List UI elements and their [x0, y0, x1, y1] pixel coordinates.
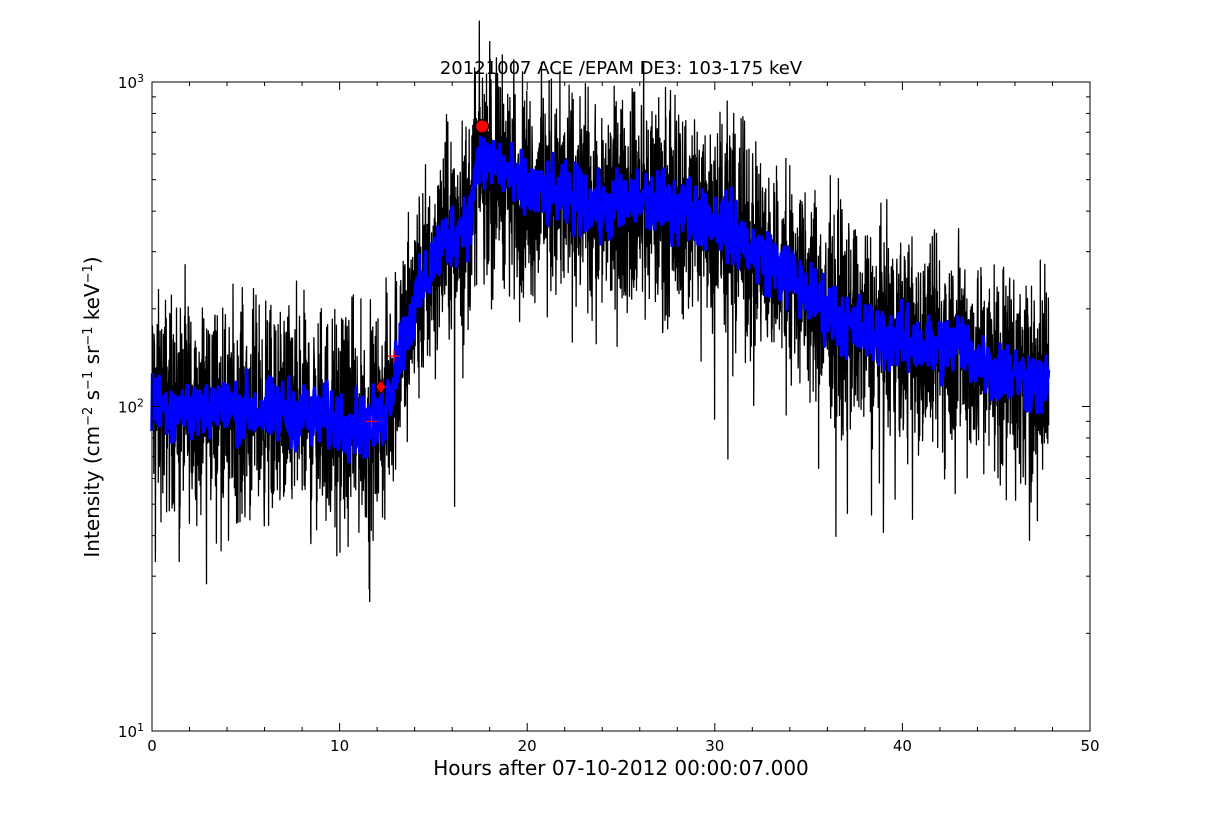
plot-area: 0 10 20 30 40 50 101 102 103	[118, 20, 1100, 756]
x-tick-label: 40	[893, 737, 912, 755]
x-tick-label: 30	[705, 737, 724, 755]
marker-layer	[365, 119, 490, 428]
series-layer	[150, 20, 1051, 603]
series-raw-line	[151, 20, 1050, 603]
peak-marker-circle	[475, 119, 490, 134]
tick-layer: 0 10 20 30 40 50 101 102 103	[118, 72, 1100, 756]
x-tick-label: 0	[147, 737, 157, 755]
y-label-text: Intensity (cm	[80, 426, 104, 558]
x-tick-label: 10	[330, 737, 349, 755]
y-label-text: s	[80, 390, 104, 407]
y-label-text: sr	[80, 345, 104, 371]
y-label-exponent: −1	[81, 327, 96, 346]
marker-plus	[365, 415, 378, 428]
y-label-exponent: −1	[81, 264, 96, 283]
y-tick-label: 101	[118, 721, 144, 742]
marker-plus	[388, 350, 401, 363]
y-axis-label: Intensity (cm−2 s−1 sr−1 keV−1)	[80, 256, 104, 557]
chart-title: 20121007 ACE /EPAM DE3: 103-175 keV	[440, 58, 803, 79]
series-smoothed-line	[150, 135, 1051, 464]
y-label-exponent: −2	[81, 407, 96, 426]
x-axis-label: Hours after 07-10-2012 00:00:07.000	[433, 756, 809, 780]
x-tick-label: 50	[1080, 737, 1099, 755]
y-label-text: keV	[80, 283, 104, 327]
y-tick-label: 102	[118, 396, 144, 417]
x-tick-label: 20	[518, 737, 537, 755]
y-tick-label: 103	[118, 72, 144, 93]
y-label-exponent: −1	[81, 371, 96, 390]
onset-marker-diamond	[375, 379, 387, 395]
y-label-text: )	[80, 256, 104, 264]
